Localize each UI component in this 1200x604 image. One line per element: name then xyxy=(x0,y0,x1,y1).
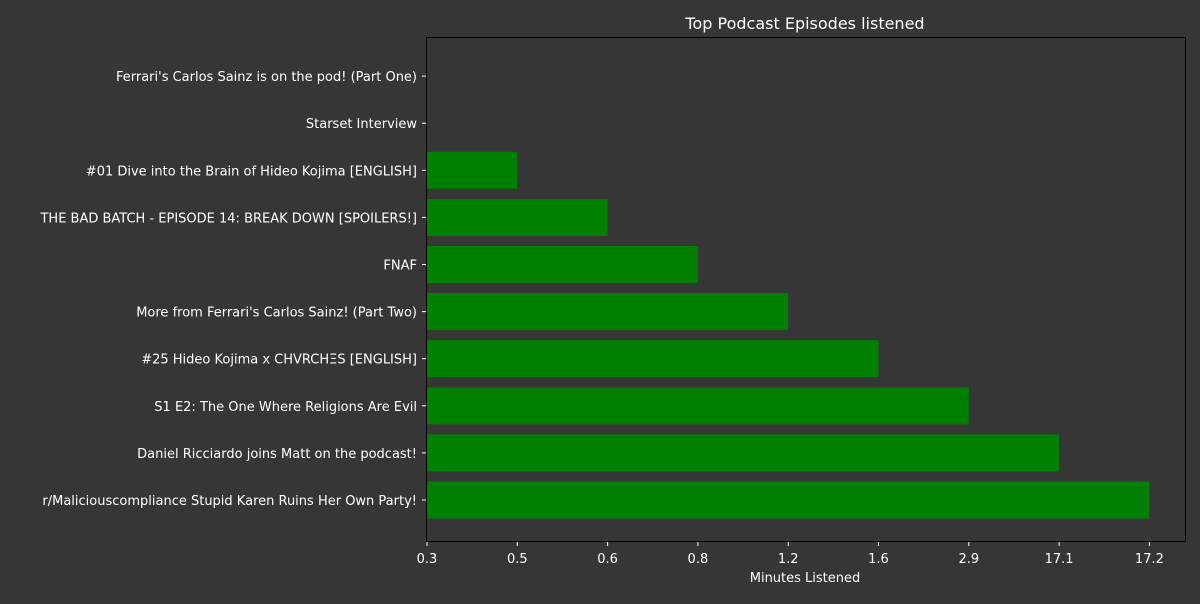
x-tick-label: 0.3 xyxy=(417,552,438,567)
chart-title: Top Podcast Episodes listened xyxy=(684,14,924,33)
x-axis-label: Minutes Listened xyxy=(750,571,861,586)
bar xyxy=(427,246,698,283)
bar xyxy=(427,293,789,331)
bar xyxy=(427,387,969,425)
y-tick-label: THE BAD BATCH - EPISODE 14: BREAK DOWN [… xyxy=(39,211,417,226)
x-tick-label: 17.2 xyxy=(1135,552,1164,567)
y-tick-label: FNAF xyxy=(383,259,417,274)
y-tick-label: More from Ferrari's Carlos Sainz! (Part … xyxy=(136,306,417,321)
x-tick-label: 2.9 xyxy=(958,552,979,567)
x-tick-label: 0.6 xyxy=(597,552,618,567)
plot-area-frame xyxy=(426,37,1186,542)
x-tick-label: 0.8 xyxy=(688,552,709,567)
x-tick-label: 0.5 xyxy=(507,552,528,567)
x-tick-label: 1.2 xyxy=(778,552,799,567)
bar xyxy=(427,151,518,189)
bar xyxy=(427,340,879,378)
bar xyxy=(427,481,1150,519)
bar xyxy=(427,434,1060,472)
y-tick-label: #01 Dive into the Brain of Hideo Kojima … xyxy=(86,164,417,179)
y-tick-label: #25 Hideo Kojima x CHVRCHΞS [ENGLISH] xyxy=(141,353,417,368)
bar xyxy=(427,198,608,236)
x-tick-label: 17.1 xyxy=(1045,552,1074,567)
bars-group xyxy=(427,151,1150,519)
y-tick-label: Starset Interview xyxy=(306,117,417,132)
y-tick-label: r/Maliciouscompliance Stupid Karen Ruins… xyxy=(42,494,417,509)
x-tick-label: 1.6 xyxy=(868,552,889,567)
y-axis-ticks: r/Maliciouscompliance Stupid Karen Ruins… xyxy=(39,70,427,509)
x-axis-ticks: 0.3 0.5 0.6 0.8 1.2 1.6 2.9 17.1 17.2 xyxy=(417,541,1164,567)
y-tick-label: Ferrari's Carlos Sainz is on the pod! (P… xyxy=(116,70,417,85)
y-tick-label: S1 E2: The One Where Religions Are Evil xyxy=(154,400,417,415)
y-tick-label: Daniel Ricciardo joins Matt on the podca… xyxy=(137,447,417,462)
